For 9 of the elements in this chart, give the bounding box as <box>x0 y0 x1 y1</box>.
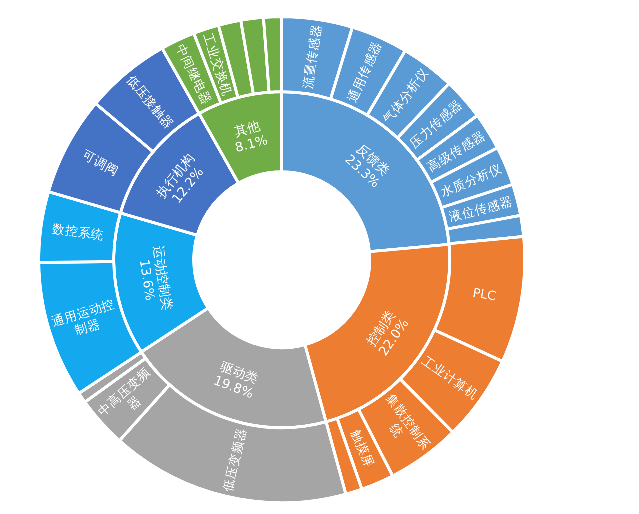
slice-label: 通用运动控制器 <box>50 296 117 338</box>
slice-label: 中高压变频器 <box>94 364 154 420</box>
slice-label: 低压接触器 <box>124 72 178 132</box>
slice-label: 低压变频器 <box>220 426 250 494</box>
slice-label: 触摸屏 <box>348 428 378 470</box>
slice-label: 可调阀 <box>80 147 122 179</box>
slice-label: 流量传感器 <box>300 23 324 90</box>
slice-label: PLC <box>472 284 498 304</box>
slice-label: 数控系统 <box>52 220 106 243</box>
